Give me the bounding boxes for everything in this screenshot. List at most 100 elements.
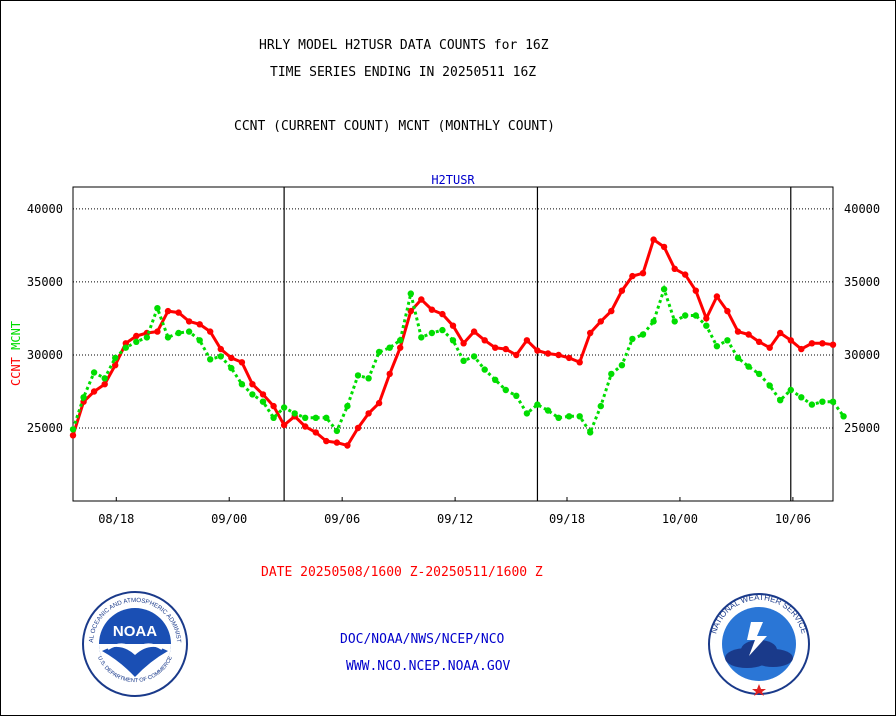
- data-point-mcnt: [143, 334, 151, 341]
- data-point-ccnt: [798, 345, 805, 353]
- star-icon: [752, 684, 766, 696]
- data-point-mcnt: [228, 364, 235, 372]
- data-point-ccnt: [122, 340, 129, 347]
- data-point-ccnt: [280, 421, 288, 429]
- data-point-ccnt: [692, 287, 699, 294]
- x-tick-label: 09/18: [549, 512, 585, 526]
- data-point-ccnt: [397, 344, 404, 351]
- data-point-mcnt: [333, 427, 341, 435]
- data-point-mcnt: [365, 375, 372, 382]
- data-point-ccnt: [375, 399, 383, 407]
- data-point-mcnt: [713, 343, 721, 350]
- data-point-ccnt: [555, 351, 562, 359]
- data-point-ccnt: [534, 347, 541, 354]
- data-point-ccnt: [660, 243, 668, 251]
- data-point-mcnt: [101, 375, 108, 382]
- data-point-mcnt: [344, 402, 351, 410]
- data-point-mcnt: [576, 413, 583, 420]
- data-point-mcnt: [798, 394, 805, 401]
- data-point-ccnt: [808, 340, 816, 347]
- data-point-ccnt: [439, 310, 446, 318]
- data-point-mcnt: [734, 354, 742, 362]
- data-point-ccnt: [755, 338, 763, 345]
- data-point-mcnt: [354, 372, 362, 379]
- data-point-mcnt: [470, 353, 478, 360]
- data-point-mcnt: [745, 363, 752, 370]
- data-point-ccnt: [175, 309, 182, 316]
- date-range-label: DATE 20250508/1600 Z-20250511/1600 Z: [261, 565, 543, 580]
- data-point-ccnt: [228, 354, 235, 362]
- data-point-mcnt: [829, 398, 837, 405]
- series-line-mcnt: [71, 284, 845, 436]
- data-point-mcnt: [534, 401, 541, 408]
- y-tick-label-left: 35000: [27, 275, 63, 289]
- data-point-ccnt: [639, 270, 647, 277]
- data-point-mcnt: [112, 354, 119, 362]
- data-point-ccnt: [354, 424, 362, 432]
- data-point-mcnt: [555, 414, 562, 421]
- data-point-mcnt: [302, 414, 309, 421]
- data-point-ccnt: [829, 341, 837, 348]
- data-point-mcnt: [122, 344, 129, 351]
- data-point-ccnt: [565, 354, 573, 362]
- data-point-mcnt: [312, 414, 319, 421]
- data-point-ccnt: [587, 329, 594, 337]
- data-point-ccnt: [333, 439, 341, 446]
- data-point-ccnt: [428, 306, 436, 313]
- chart-title-line-2: TIME SERIES ENDING IN 20250511 16Z: [270, 65, 537, 80]
- data-point-mcnt: [90, 369, 98, 376]
- website-link[interactable]: WWW.NCO.NCEP.NOAA.GOV: [346, 659, 511, 674]
- data-point-mcnt: [660, 286, 668, 293]
- data-point-mcnt: [819, 398, 826, 405]
- data-point-ccnt: [418, 296, 425, 303]
- data-point-mcnt: [428, 329, 436, 337]
- data-point-mcnt: [650, 318, 657, 325]
- data-point-ccnt: [112, 362, 119, 369]
- data-point-mcnt: [407, 290, 414, 297]
- data-point-ccnt: [492, 344, 499, 351]
- data-point-mcnt: [724, 337, 731, 344]
- data-point-mcnt: [217, 353, 224, 360]
- data-point-ccnt: [69, 432, 77, 439]
- y-axis-label: CCNT MCNT: [9, 321, 23, 386]
- org-label[interactable]: DOC/NOAA/NWS/NCEP/NCO: [340, 632, 505, 647]
- data-point-ccnt: [238, 359, 246, 366]
- nws-logo: NATIONAL WEATHER SERVICE: [708, 593, 810, 696]
- plot-title: H2TUSR: [431, 173, 475, 187]
- data-point-mcnt: [766, 382, 773, 389]
- data-point-mcnt: [270, 414, 277, 421]
- data-point-mcnt: [703, 322, 710, 329]
- data-point-ccnt: [207, 328, 214, 335]
- data-point-ccnt: [196, 321, 203, 328]
- data-point-mcnt: [544, 407, 552, 414]
- data-point-mcnt: [291, 410, 298, 417]
- data-point-mcnt: [629, 335, 636, 343]
- data-point-mcnt: [608, 370, 615, 378]
- data-point-ccnt: [724, 307, 731, 315]
- data-point-mcnt: [323, 414, 330, 421]
- data-point-ccnt: [766, 344, 773, 351]
- data-point-ccnt: [344, 442, 351, 449]
- data-point-mcnt: [185, 328, 193, 335]
- data-point-mcnt: [386, 344, 393, 351]
- data-point-mcnt: [502, 386, 509, 394]
- data-point-ccnt: [185, 318, 193, 325]
- y-axis-label-ccnt: CCNT: [9, 357, 23, 386]
- data-point-ccnt: [302, 423, 309, 430]
- data-point-mcnt: [481, 366, 488, 373]
- data-point-ccnt: [502, 345, 509, 353]
- data-point-ccnt: [90, 388, 98, 395]
- noaa-logo: NOAA NATIONAL OCEANIC AND ATMOSPHERIC AD…: [80, 589, 188, 697]
- data-point-ccnt: [618, 287, 626, 294]
- data-point-ccnt: [407, 307, 414, 315]
- data-point-mcnt: [671, 318, 678, 325]
- data-point-ccnt: [312, 429, 319, 436]
- data-point-mcnt: [69, 426, 77, 433]
- data-point-mcnt: [692, 312, 699, 319]
- y-tick-label-right: 30000: [844, 348, 880, 362]
- data-point-ccnt: [734, 328, 742, 335]
- chart-subtitle: CCNT (CURRENT COUNT) MCNT (MONTHLY COUNT…: [234, 119, 555, 134]
- data-point-mcnt: [682, 312, 689, 319]
- data-point-ccnt: [460, 340, 467, 347]
